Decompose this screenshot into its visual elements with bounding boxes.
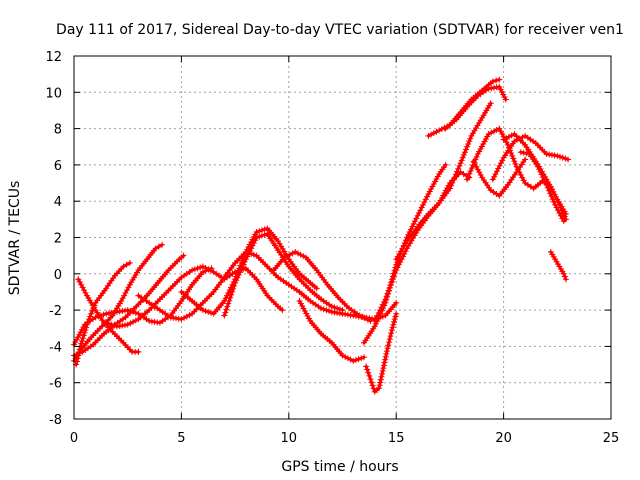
series-markers bbox=[178, 225, 320, 317]
series-track-10 bbox=[270, 249, 374, 324]
series-line bbox=[104, 265, 284, 328]
series-track-22 bbox=[517, 149, 567, 225]
series-track-15 bbox=[393, 100, 494, 263]
series-markers bbox=[270, 249, 374, 324]
series-track-12 bbox=[363, 310, 400, 395]
y-tick-label: 8 bbox=[54, 123, 62, 138]
x-tick-label: 0 bbox=[70, 431, 78, 446]
series-markers bbox=[296, 298, 367, 364]
chart-title: Day 111 of 2017, Sidereal Day-to-day VTE… bbox=[56, 22, 624, 38]
y-tick-label: 6 bbox=[54, 159, 62, 174]
x-axis-label: GPS time / hours bbox=[281, 459, 398, 475]
y-tick-label: -4 bbox=[49, 340, 62, 355]
x-tick-label: 25 bbox=[603, 431, 620, 446]
x-tick-label: 10 bbox=[281, 431, 298, 446]
series-markers bbox=[547, 249, 569, 283]
series-markers bbox=[489, 132, 572, 183]
series-markers bbox=[221, 230, 346, 319]
x-tick-label: 15 bbox=[388, 431, 405, 446]
y-tick-label: 12 bbox=[45, 50, 62, 65]
plot-frame bbox=[73, 55, 612, 420]
y-tick-label: -2 bbox=[49, 304, 62, 319]
series-line bbox=[519, 150, 566, 223]
series-line bbox=[373, 170, 471, 323]
series-markers bbox=[393, 100, 494, 263]
x-tick-label: 20 bbox=[495, 431, 512, 446]
series-markers bbox=[363, 310, 400, 395]
series-track-20 bbox=[489, 132, 572, 183]
series-markers bbox=[442, 83, 509, 132]
series-track-7 bbox=[135, 249, 400, 323]
series-track-9 bbox=[221, 230, 346, 319]
y-axis-label: SDTVAR / TECUs bbox=[7, 181, 23, 296]
series-markers bbox=[103, 263, 286, 330]
y-tick-label: 2 bbox=[54, 232, 62, 247]
y-tick-label: 10 bbox=[45, 86, 62, 101]
plot-series bbox=[71, 76, 572, 395]
y-tick-label: -8 bbox=[49, 413, 62, 428]
axes: 0 5 10 15 20 25 -8 -6 -4 -2 0 2 4 6 8 10 12 bbox=[45, 50, 619, 446]
y-tick-label: -6 bbox=[49, 377, 62, 392]
series-track-11 bbox=[296, 298, 367, 364]
grid bbox=[74, 56, 611, 419]
x-tick-label: 5 bbox=[177, 431, 185, 446]
series-track-17 bbox=[442, 83, 509, 132]
series-track-23 bbox=[547, 249, 569, 283]
y-tick-label: 0 bbox=[54, 268, 62, 283]
series-track-6 bbox=[103, 263, 286, 330]
series-track-5 bbox=[71, 265, 215, 348]
y-tick-label: 4 bbox=[54, 195, 62, 210]
series-track-8 bbox=[178, 225, 320, 317]
series-markers bbox=[517, 149, 567, 225]
